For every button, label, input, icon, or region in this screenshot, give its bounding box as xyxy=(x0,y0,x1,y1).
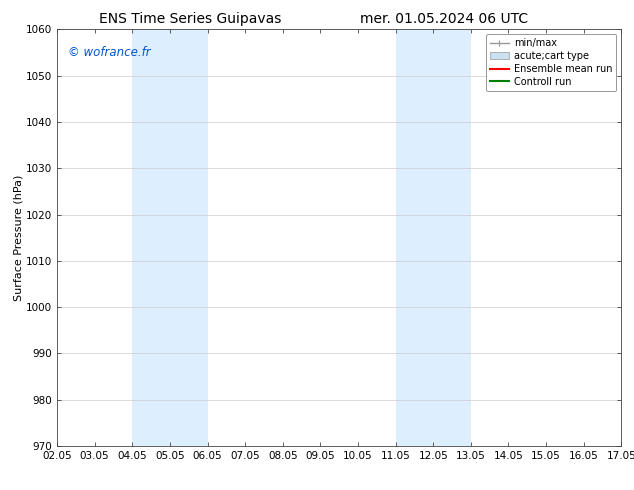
Text: mer. 01.05.2024 06 UTC: mer. 01.05.2024 06 UTC xyxy=(359,12,528,26)
Text: © wofrance.fr: © wofrance.fr xyxy=(68,46,151,59)
Y-axis label: Surface Pressure (hPa): Surface Pressure (hPa) xyxy=(13,174,23,301)
Text: ENS Time Series Guipavas: ENS Time Series Guipavas xyxy=(99,12,281,26)
Bar xyxy=(133,29,207,446)
Bar xyxy=(396,29,471,446)
Legend: min/max, acute;cart type, Ensemble mean run, Controll run: min/max, acute;cart type, Ensemble mean … xyxy=(486,34,616,91)
